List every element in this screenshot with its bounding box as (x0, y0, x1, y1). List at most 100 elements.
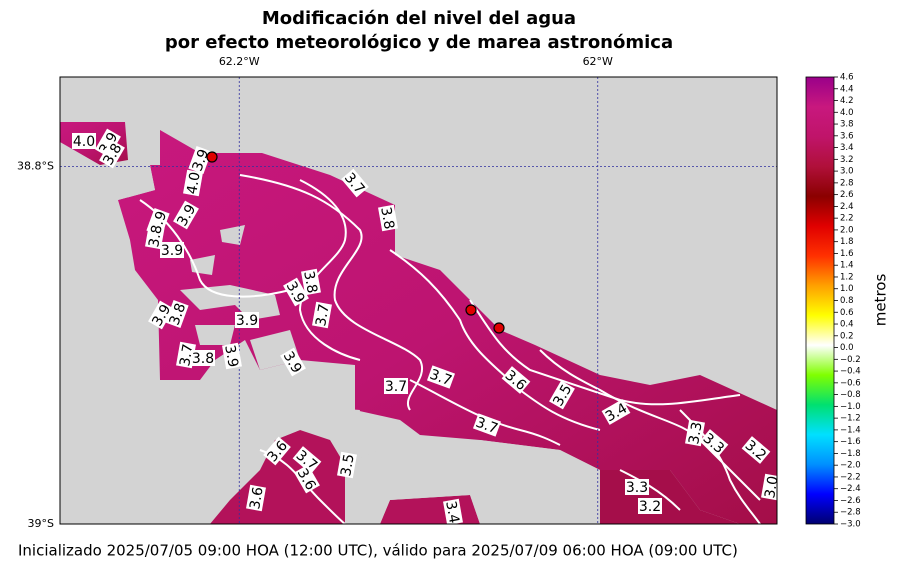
contour-label-bg (761, 473, 777, 501)
contour-label-bg (148, 300, 174, 330)
contour-label-bg (685, 419, 705, 447)
colorbar-tick-label: 1.2 (840, 272, 854, 282)
colorbar-tick-label: −0.2 (840, 355, 861, 365)
colorbar-tick-label: 0.4 (840, 320, 854, 330)
contour-label-bg (426, 365, 456, 389)
y-tick-label: 39°S (28, 517, 54, 530)
contour-label-bg (160, 242, 184, 258)
contour-label: 3.3 (625, 479, 649, 496)
contour-label: 3.9 (188, 145, 213, 175)
contour-label-bg (341, 168, 369, 198)
contour-label-text: 4.0 (73, 134, 95, 150)
contour-label-bg (472, 413, 502, 437)
contour-label: 3.6 (246, 484, 267, 512)
contour-label-text: 3.8 (300, 270, 320, 295)
colorbar-tick-label: −0.6 (840, 378, 861, 388)
contour-label-text: 3.9 (190, 147, 213, 173)
contour-label: 3.7 (472, 413, 502, 438)
colorbar-tick-label: 4.0 (840, 108, 854, 118)
contour-label-bg (176, 341, 196, 369)
map-area: 4.03.93.83.94.03.73.83.93.93.83.93.83.93… (60, 77, 777, 525)
colorbar-tick-label: 4.6 (840, 73, 854, 83)
colorbar-tick-label: 1.4 (840, 261, 854, 271)
colorbar-tick-label: 2.2 (840, 214, 854, 224)
station-marker[interactable] (206, 151, 218, 163)
contour-label: 3.8 (377, 204, 398, 232)
contour-label: 3.7 (312, 301, 333, 329)
contour-label-bg (294, 464, 320, 494)
colorbar-tick-label: −1.4 (840, 425, 861, 435)
colorbar-tick-label: −2.2 (840, 472, 861, 482)
colorbar-tick-label: 0.2 (840, 331, 854, 341)
colorbar-tick-label: 0.0 (840, 343, 854, 353)
contour-label-bg (384, 378, 408, 394)
contour-label-bg (501, 366, 531, 394)
colorbar-tick-label: 1.6 (840, 249, 854, 259)
contour-label-text: 3.2 (639, 499, 661, 515)
contour-label-text: 3.6 (247, 486, 267, 511)
x-tick-label: 62.2°W (219, 55, 260, 68)
colorbar-tick-label: −2.4 (840, 484, 861, 494)
contour-label-bg (95, 128, 121, 158)
contour-label: 3.3 (685, 419, 706, 447)
contour-label-bg (246, 484, 266, 512)
contour-label-text: 3.7 (385, 379, 407, 395)
contour-label-text: 3.7 (473, 415, 499, 438)
colorbar-tick-label: 1.8 (840, 237, 854, 247)
contour-label-bg (601, 399, 631, 425)
contour-label-text: 3.3 (686, 421, 706, 446)
contour-label-bg (173, 200, 199, 230)
colorbar-tick-label: 2.4 (840, 202, 854, 212)
map-frame (59, 76, 778, 525)
contour-label-bg (222, 342, 242, 370)
station-marker[interactable] (465, 304, 477, 316)
contour-label-bg (165, 299, 189, 329)
colorbar-tick-label: −1.0 (840, 402, 861, 412)
contour-label: 3.9 (221, 342, 242, 370)
contour-label-text: 3.7 (427, 367, 453, 390)
contour-label: 3.7 (426, 365, 456, 390)
station-marker[interactable] (493, 322, 505, 334)
y-tick-label: 38.8°S (17, 159, 54, 172)
colorbar-tick-label: −2.8 (840, 508, 861, 518)
contour-label-text: 3.4 (442, 500, 462, 525)
contour-label-bg (549, 380, 575, 410)
contour-label-text: 3.8 (192, 351, 214, 367)
colorbar-tick-label: 2.8 (840, 178, 854, 188)
contour-label-bg (625, 479, 649, 495)
colorbar-tick-label: −1.6 (840, 437, 861, 447)
contour-label-text: 3.9 (161, 243, 183, 259)
contour-label-bg (699, 429, 729, 457)
contour-label-bg (99, 139, 125, 169)
colorbar-tick-label: 2.0 (840, 225, 854, 235)
colorbar (805, 76, 835, 525)
title-line: Modificación del nivel del agua (262, 8, 576, 29)
colorbar-tick-label: 4.4 (840, 84, 854, 94)
colorbar-tick-label: 3.8 (840, 120, 854, 130)
contour-label-bg (145, 222, 165, 250)
contour-label-bg (443, 498, 463, 524)
colorbar-tick-label: −0.4 (840, 367, 861, 377)
contour-label-text: 4.0 (184, 171, 204, 196)
contour-label-bg (337, 451, 357, 479)
contour-label: 3.5 (337, 451, 358, 479)
contour-label-bg (301, 268, 321, 296)
contour-label-bg (72, 133, 96, 149)
colorbar-tick-label: −1.2 (840, 414, 861, 424)
graticule (60, 77, 777, 524)
land-field (118, 130, 777, 524)
colorbar-tick-label: −2.6 (840, 496, 861, 506)
contour-label: 3.8 (300, 268, 321, 296)
contour-label-text: 3.8 (377, 206, 397, 231)
colorbar-tick-label: 0.8 (840, 296, 854, 306)
footer: Inicializado 2025/07/05 09:00 HOA (12:00… (18, 542, 738, 560)
contour-label-bg (378, 204, 398, 232)
colorbar-tick-label: 3.6 (840, 131, 854, 141)
colorbar-tick-label: 3.0 (840, 167, 854, 177)
colorbar-tick-label: −3.0 (840, 520, 861, 530)
colorbar-tick-label: −0.8 (840, 390, 861, 400)
contour-label: 4.0 (183, 169, 204, 197)
colorbar-tick-label: 2.6 (840, 190, 854, 200)
contour-label: 3.7 (384, 378, 408, 395)
